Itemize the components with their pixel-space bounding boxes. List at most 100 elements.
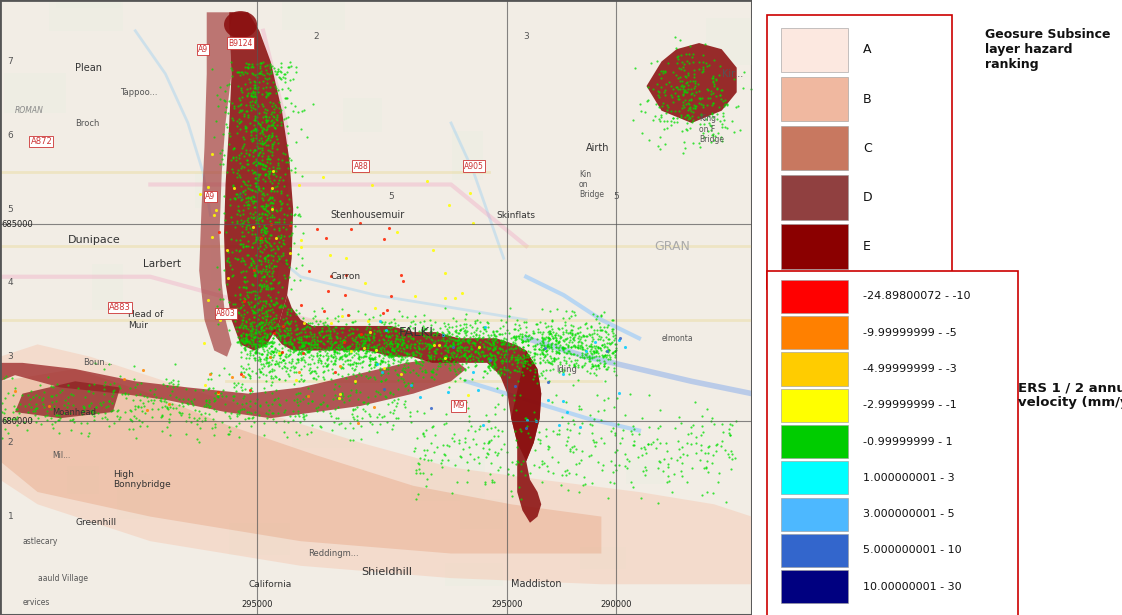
- Point: [389, 339, 407, 349]
- Point: [234, 371, 252, 381]
- Point: [302, 330, 320, 339]
- Point: [605, 402, 623, 411]
- Point: [604, 331, 622, 341]
- Point: [269, 178, 287, 188]
- Point: [242, 321, 260, 331]
- Point: [402, 331, 420, 341]
- Point: [514, 456, 532, 466]
- Point: [352, 370, 370, 380]
- Point: [496, 352, 514, 362]
- Point: [486, 447, 504, 457]
- Point: [577, 335, 595, 345]
- Point: [610, 336, 628, 346]
- Point: [251, 58, 269, 68]
- Point: [318, 355, 335, 365]
- Point: [311, 343, 329, 352]
- Point: [267, 355, 285, 365]
- Point: [358, 346, 376, 356]
- Point: [426, 344, 444, 354]
- Point: [551, 357, 569, 367]
- Point: [227, 152, 245, 162]
- Point: [247, 339, 265, 349]
- Point: [6, 383, 24, 393]
- Point: [264, 178, 282, 188]
- Point: [316, 317, 334, 327]
- Point: [545, 339, 563, 349]
- Point: [266, 343, 284, 353]
- Point: [160, 399, 178, 409]
- Point: [263, 213, 280, 223]
- Point: [288, 324, 306, 334]
- Point: [398, 341, 416, 351]
- Point: [654, 66, 672, 76]
- Point: [241, 385, 259, 395]
- Point: [269, 399, 287, 409]
- Point: [38, 410, 56, 420]
- Point: [293, 253, 311, 263]
- Point: [458, 353, 476, 363]
- Point: [670, 445, 688, 454]
- Point: [439, 319, 457, 329]
- Point: [286, 316, 304, 326]
- Point: [246, 343, 264, 353]
- Point: [601, 338, 619, 348]
- Point: [422, 349, 440, 359]
- Point: [258, 349, 276, 359]
- Point: [261, 59, 279, 69]
- Point: [415, 430, 433, 440]
- Point: [251, 354, 269, 363]
- Point: [422, 320, 440, 330]
- Point: [282, 365, 300, 375]
- Point: [303, 318, 321, 328]
- Point: [237, 414, 255, 424]
- Point: [546, 346, 564, 356]
- Point: [240, 74, 258, 84]
- Point: [273, 343, 291, 352]
- Point: [517, 322, 535, 332]
- Circle shape: [224, 11, 257, 38]
- Point: [268, 357, 286, 367]
- Point: [200, 383, 218, 393]
- Point: [205, 133, 223, 143]
- Point: [245, 80, 263, 90]
- Point: [342, 347, 360, 357]
- Point: [526, 341, 544, 351]
- Point: [316, 346, 334, 356]
- Point: [280, 272, 298, 282]
- Point: [432, 339, 450, 349]
- Bar: [194, 173, 239, 207]
- Point: [286, 362, 304, 371]
- Point: [424, 338, 442, 348]
- Point: [234, 69, 252, 79]
- Point: [304, 340, 322, 350]
- Point: [286, 163, 304, 173]
- Point: [581, 346, 599, 356]
- Point: [246, 229, 264, 239]
- Point: [559, 340, 577, 350]
- Point: [462, 374, 480, 384]
- Point: [532, 343, 550, 352]
- Point: [512, 459, 530, 469]
- Point: [553, 323, 571, 333]
- Point: [252, 363, 270, 373]
- Point: [261, 220, 279, 230]
- Point: [237, 241, 255, 251]
- Point: [606, 330, 624, 340]
- Point: [686, 72, 703, 82]
- Point: [543, 359, 561, 369]
- Point: [86, 408, 104, 418]
- Point: [475, 438, 493, 448]
- Point: [279, 128, 297, 138]
- Point: [103, 386, 121, 395]
- Point: [514, 370, 532, 379]
- Point: [230, 191, 248, 200]
- Point: [419, 350, 436, 360]
- Point: [236, 216, 254, 226]
- Point: [597, 364, 615, 374]
- Point: [422, 469, 440, 479]
- Point: [64, 390, 82, 400]
- Point: [457, 348, 475, 358]
- Point: [701, 120, 719, 130]
- Point: [402, 411, 420, 421]
- Point: [255, 58, 273, 68]
